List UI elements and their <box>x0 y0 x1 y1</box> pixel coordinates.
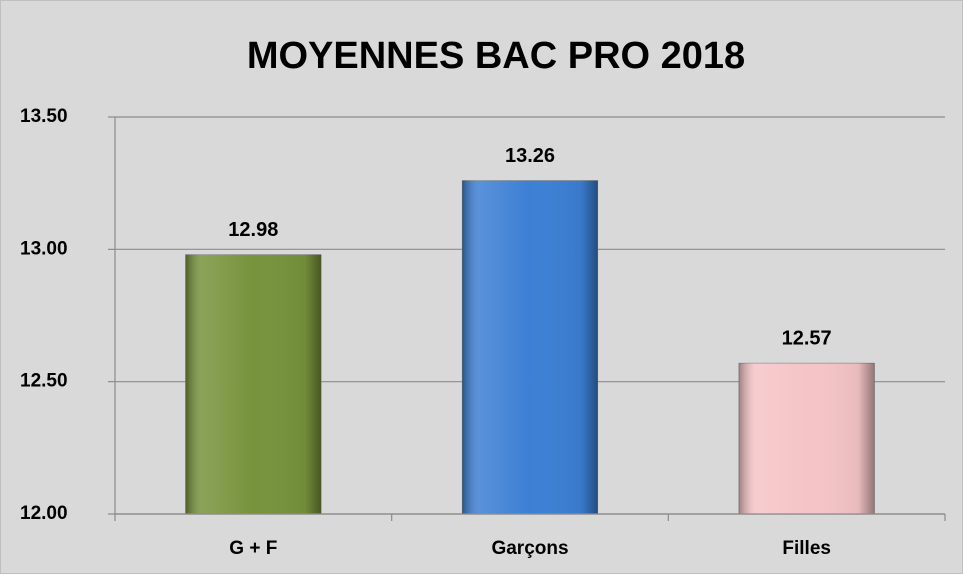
y-tick-label: 13.50 <box>20 106 68 127</box>
chart-title: MOYENNES BAC PRO 2018 <box>247 35 745 77</box>
value-label: 12.98 <box>228 219 278 241</box>
bar-shading <box>185 254 322 515</box>
x-tick-label: Garçons <box>491 538 568 559</box>
bar-shading <box>462 180 598 514</box>
y-tick-label: 12.00 <box>20 503 68 524</box>
value-label: 13.26 <box>505 145 555 167</box>
bar-shading <box>738 363 875 514</box>
y-tick-label: 12.50 <box>20 371 68 392</box>
x-tick-label: G + F <box>229 538 277 559</box>
x-tick-label: Filles <box>782 538 831 559</box>
y-tick-label: 13.00 <box>20 238 68 259</box>
value-label: 12.57 <box>782 327 832 349</box>
